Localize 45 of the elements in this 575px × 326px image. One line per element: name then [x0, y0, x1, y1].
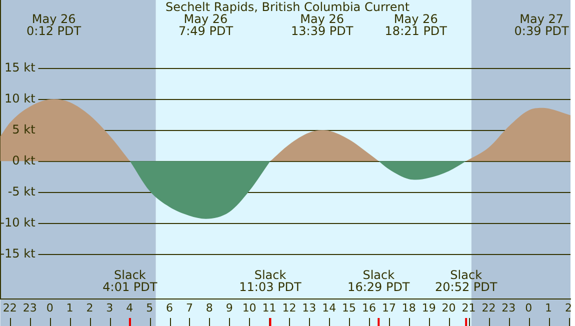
x-tick-label: 9 [226, 301, 233, 314]
x-tick-label: 22 [2, 301, 17, 314]
x-tick-label: 18 [402, 301, 416, 314]
y-tick-label: -10 kt [0, 215, 36, 230]
annotation: May 26 7:49 PDT [178, 12, 234, 38]
annotation: May 27 0:39 PDT [514, 12, 570, 38]
x-tick-label: 12 [282, 301, 296, 314]
annotation: May 26 13:39 PDT [291, 12, 354, 38]
annotation: Slack 4:01 PDT [102, 268, 158, 294]
x-tick-label: 16 [362, 301, 376, 314]
x-tick-label: 23 [502, 301, 516, 314]
x-tick-label: 0 [46, 301, 54, 314]
x-tick-label: 4 [126, 301, 134, 314]
x-tick-label: 5 [146, 301, 154, 314]
x-tick-label: 23 [22, 301, 37, 314]
annotation: May 26 0:12 PDT [26, 12, 82, 38]
annotation: Slack 20:52 PDT [434, 268, 498, 294]
x-tick-label: 0 [525, 301, 532, 314]
y-tick-label: -15 kt [0, 246, 36, 260]
x-tick-label: 1 [66, 301, 74, 314]
x-tick-label: 21 [462, 301, 476, 314]
x-tick-label: 14 [322, 301, 336, 314]
x-tick-label: 22 [482, 301, 496, 314]
y-tick-label: 10 kt [4, 91, 36, 106]
x-tick-label: 1 [545, 301, 552, 314]
x-tick-label: 13 [302, 301, 316, 314]
x-tick-label: 11 [262, 301, 276, 314]
x-tick-label: 17 [382, 301, 396, 314]
x-tick-label: 2 [565, 301, 572, 314]
x-tick-label: 20 [442, 301, 456, 314]
y-tick-label: 15 kt [4, 60, 36, 74]
x-tick-label: 6 [166, 301, 174, 314]
x-tick-label: 19 [422, 301, 436, 314]
x-tick-label: 2 [86, 301, 94, 314]
x-tick-label: 7 [186, 301, 193, 314]
x-tick-label: 3 [106, 301, 114, 314]
y-tick-label: 5 kt [12, 122, 36, 136]
chart-title: Sechelt Rapids, British Columbia Current [165, 0, 410, 14]
x-tick-label: 8 [206, 301, 213, 314]
annotation: Slack 11:03 PDT [239, 268, 302, 294]
annotation: May 26 18:21 PDT [384, 12, 448, 38]
x-tick-label: 15 [342, 301, 356, 314]
y-tick-label: -5 kt [8, 184, 36, 198]
annotation: Slack 16:29 PDT [348, 268, 410, 294]
x-tick-label: 10 [242, 301, 256, 314]
